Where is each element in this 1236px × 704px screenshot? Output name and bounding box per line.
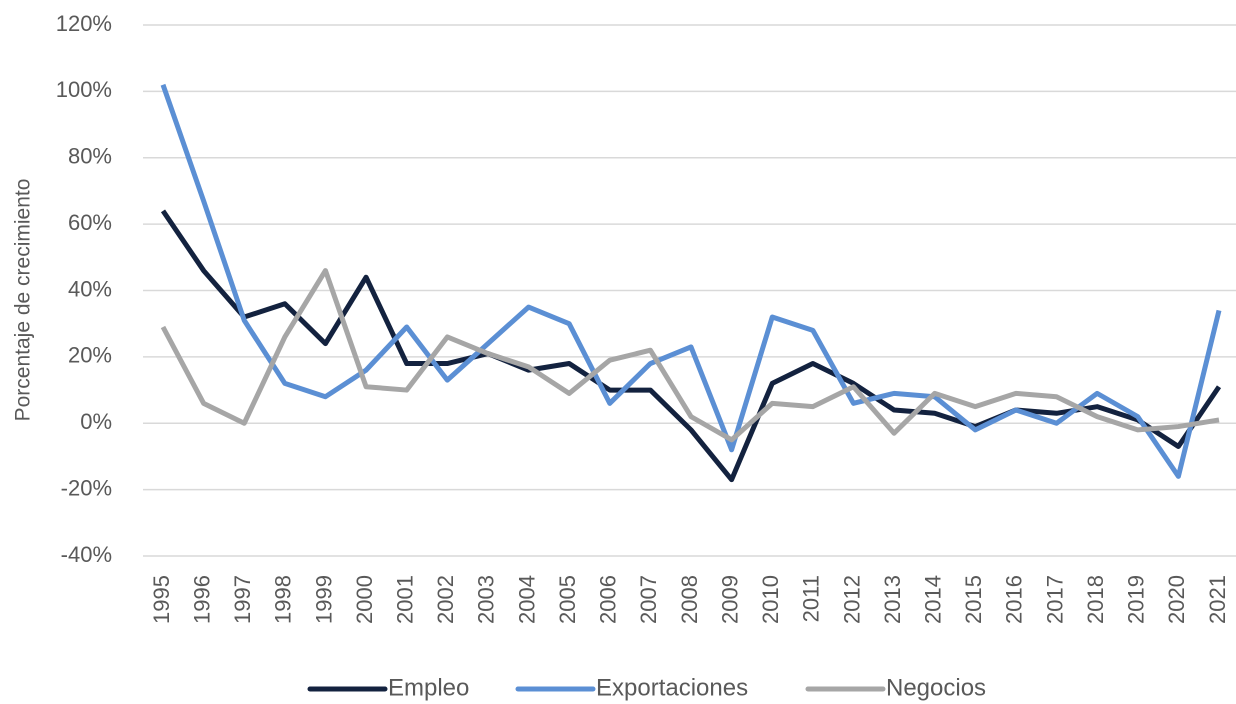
x-tick-label: 2002 [433, 575, 458, 624]
x-tick-label: 1998 [271, 575, 296, 624]
x-tick-label: 2020 [1164, 575, 1189, 624]
x-tick-label: 2005 [555, 575, 580, 624]
legend-label: Exportaciones [596, 674, 748, 701]
line-series [160, 209, 1222, 483]
x-tick-label: 1996 [189, 575, 214, 624]
x-tick-label: 2021 [1205, 575, 1230, 624]
x-tick-label: 2014 [921, 575, 946, 624]
y-tick-label: 20% [68, 343, 112, 368]
x-tick-label: 1997 [230, 575, 255, 624]
y-tick-label: 80% [68, 144, 112, 169]
y-axis-label: Porcentaje de crecimiento [12, 179, 35, 422]
x-tick-label: 2007 [636, 575, 661, 624]
legend-label: Negocios [886, 674, 986, 701]
x-tick-label: 2010 [758, 575, 783, 624]
x-tick-label: 2004 [514, 575, 539, 624]
x-tick-label: 2018 [1083, 575, 1108, 624]
x-tick-label: 2001 [393, 575, 418, 624]
y-tick-label: 120% [56, 11, 112, 36]
x-tick-label: 2008 [677, 575, 702, 624]
x-tick-label: 2006 [596, 575, 621, 624]
x-tick-label: 2016 [1002, 575, 1027, 624]
x-tick-label: 2015 [961, 575, 986, 624]
y-tick-label: 40% [68, 276, 112, 301]
y-tick-label: 60% [68, 210, 112, 235]
x-tick-label: 2019 [1124, 575, 1149, 624]
line-series [160, 268, 1220, 443]
y-tick-label: 100% [56, 77, 112, 102]
y-tick-label: -40% [61, 542, 112, 567]
x-tick-label: 1995 [149, 575, 174, 624]
x-tick-label: 2012 [839, 575, 864, 624]
x-tick-label: 2011 [799, 575, 824, 622]
y-tick-label: 0% [80, 409, 112, 434]
line-series [160, 83, 1222, 479]
x-tick-label: 2017 [1042, 575, 1067, 624]
x-tick-label: 2009 [717, 575, 742, 624]
x-tick-label: 1999 [311, 575, 336, 624]
y-tick-label: -20% [61, 475, 112, 500]
x-tick-label: 2003 [474, 575, 499, 624]
legend-label: Empleo [388, 674, 469, 701]
x-tick-label: 2013 [880, 575, 905, 624]
x-tick-label: 2000 [352, 575, 377, 624]
